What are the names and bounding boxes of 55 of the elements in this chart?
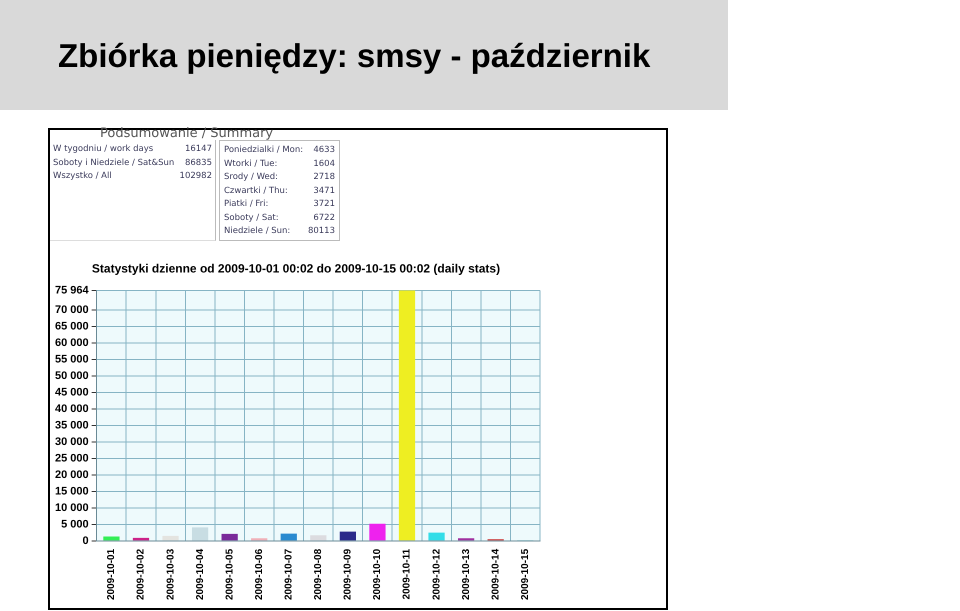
y-tick-label: 50 000: [54, 370, 89, 382]
x-tick-label: 2009-10-15: [520, 548, 531, 600]
x-tick-label: 2009-10-10: [372, 548, 384, 600]
bar: [280, 534, 297, 540]
text: Poniedzialki / Mon: 4633: [224, 145, 335, 155]
x-tick-label: 2009-10-14: [490, 548, 502, 600]
bar: [398, 290, 416, 540]
bar: [222, 534, 238, 540]
y-tick-label: 20 000: [54, 468, 89, 481]
x-tick-label: 2009-10-02: [136, 548, 147, 600]
text: Soboty i Niedziele / Sat&Sun 86835: [53, 158, 212, 168]
x-tick-label: 2009-10-03: [165, 548, 176, 600]
y-tick-label: 25 000: [54, 452, 89, 464]
y-tick-label: 60 000: [54, 337, 89, 350]
x-tick-label: 2009-10-01: [106, 548, 118, 600]
y-tick-label: 45 000: [54, 386, 89, 399]
x-tick-label: 2009-10-08: [313, 548, 324, 600]
y-tick-label: 40 000: [54, 403, 89, 415]
text: Soboty / Sat: 6722: [224, 212, 335, 222]
text: Wtorki / Tue: 1604: [224, 158, 335, 168]
text: Czwartki / Thu: 3471: [224, 186, 335, 196]
text: Srody / Wed: 2718: [224, 172, 335, 182]
x-tick-label: 2009-10-05: [224, 548, 236, 600]
bar: [428, 532, 445, 540]
text: Podsumowanie / Summary: [100, 126, 274, 141]
y-tick-label: 75 964: [54, 284, 90, 296]
x-tick-label: 2009-10-04: [194, 548, 206, 600]
bar: [192, 527, 208, 540]
chart-title: Zbiórka pieniędzy: smsy - październik: [58, 36, 650, 76]
y-tick-label: 65 000: [54, 320, 89, 333]
text: W tygodniu / work days 16147: [53, 144, 212, 154]
y-tick-label: 5 000: [61, 518, 89, 530]
y-tick-label: 55 000: [54, 354, 89, 366]
x-tick-label: 2009-10-11: [402, 548, 413, 600]
y-tick-label: 30 000: [54, 436, 89, 448]
y-tick-label: 35 000: [54, 419, 89, 432]
text: Piatki / Fri: 3721: [224, 199, 335, 209]
bar: [310, 535, 326, 540]
x-tick-label: 2009-10-07: [284, 548, 295, 600]
x-tick-label: 2009-10-09: [342, 548, 354, 600]
x-tick-label: 2009-10-06: [254, 548, 265, 600]
text: Niedziele / Sun: 80113: [224, 226, 335, 236]
x-tick-label: 2009-10-13: [460, 548, 472, 600]
y-tick-label: 0: [82, 534, 89, 547]
bar: [162, 536, 179, 540]
x-tick-label: 2009-10-12: [431, 548, 442, 600]
chart-subtitle: Statystyki dzienne od 2009-10-01 00:02 do 2009-10-15 00:02 (daily stats): [92, 262, 500, 276]
y-tick-label: 70 000: [54, 304, 89, 316]
bar: [103, 536, 120, 540]
bar: [369, 524, 386, 540]
bar: [132, 538, 150, 540]
y-tick-label: 10 000: [54, 502, 89, 514]
text: Wszystko / All 102982: [53, 171, 212, 181]
y-tick-label: 15 000: [54, 485, 89, 498]
bar: [340, 532, 356, 540]
